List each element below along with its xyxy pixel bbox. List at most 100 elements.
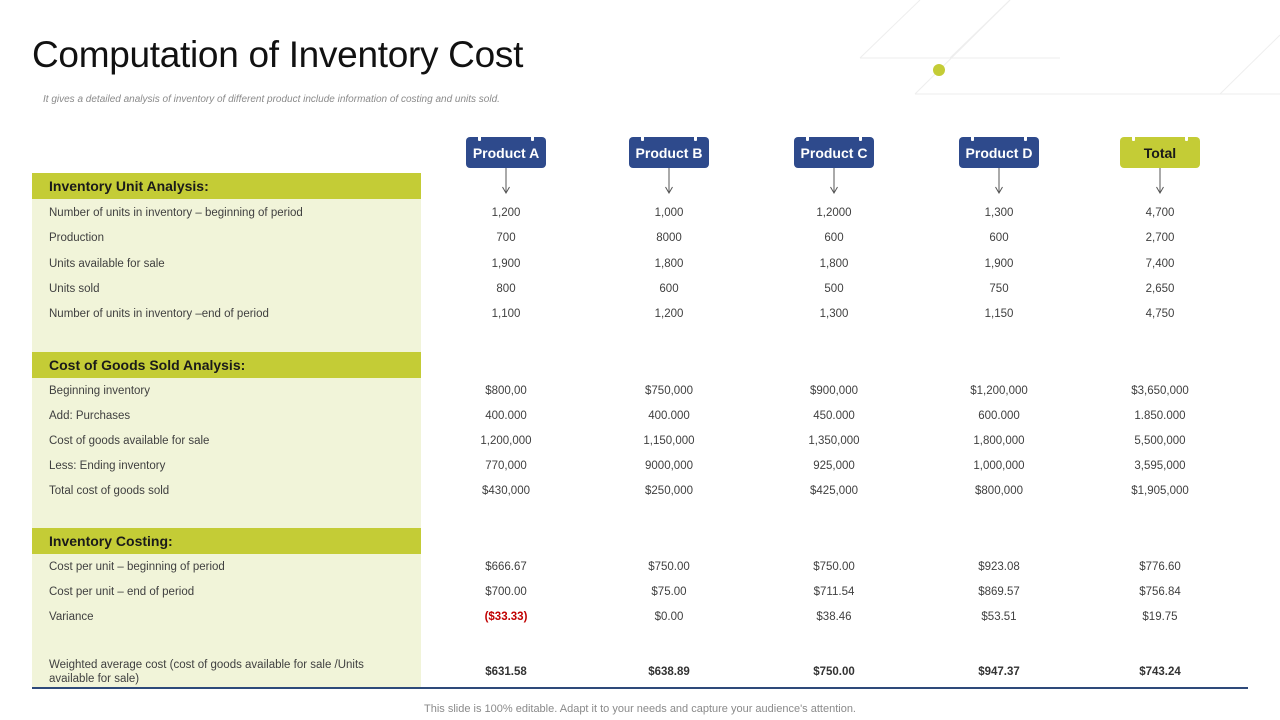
table-cell: 450.000: [813, 410, 855, 422]
table-cell: $750.00: [813, 666, 855, 678]
tag-pin: [1132, 134, 1135, 141]
row-label: Less: Ending inventory: [49, 460, 166, 472]
section-heading-2: Cost of Goods Sold Analysis:: [32, 352, 421, 378]
table-cell: 1,150,000: [643, 435, 695, 447]
tag-pin: [478, 134, 481, 141]
tag-pin: [1024, 134, 1027, 141]
table-cell: 600: [659, 283, 679, 295]
arrow-down-icon: [502, 168, 510, 194]
row-label: Cost of goods available for sale: [49, 435, 210, 447]
row-label: Weighted average cost (cost of goods ava…: [49, 659, 364, 685]
row-label: Variance: [49, 611, 94, 623]
section-heading-1: Inventory Unit Analysis:: [32, 173, 421, 199]
table-cell: ($33.33): [484, 611, 528, 623]
footer-note: This slide is 100% editable. Adapt it to…: [424, 703, 856, 715]
table-cell: $638.89: [648, 666, 690, 678]
table-cell: $1,905,000: [1131, 485, 1189, 497]
table-cell: $3,650,000: [1131, 385, 1189, 397]
section-heading-text: Inventory Costing:: [49, 533, 173, 549]
column-header-1: Product A: [466, 134, 546, 168]
table-cell: 400.000: [648, 410, 690, 422]
bottom-divider: [32, 687, 1248, 689]
table-cell: 2,650: [1145, 283, 1175, 295]
table-cell: 1,100: [491, 308, 521, 320]
row-label: Total cost of goods sold: [49, 485, 170, 497]
table-cell: $1,200,000: [970, 385, 1028, 397]
table-cell: $700.00: [485, 586, 527, 598]
arrow-down-icon: [995, 168, 1003, 194]
table-cell: $631.58: [485, 666, 527, 678]
tag-pin: [806, 134, 809, 141]
table-cell: 1,300: [819, 308, 849, 320]
table-cell: $900,000: [810, 385, 858, 397]
table-cell: 1,300: [984, 207, 1014, 219]
table-cell: 1,200: [654, 308, 684, 320]
table-cell: $800,00: [485, 385, 527, 397]
table-cell: $923.08: [978, 561, 1020, 573]
row-label: Units sold: [49, 283, 100, 295]
table-cell: 1,200,000: [480, 435, 532, 447]
table-cell: $776.60: [1139, 561, 1181, 573]
row-label: Production: [49, 232, 104, 244]
tag-pin: [531, 134, 534, 141]
table-cell: $800,000: [975, 485, 1023, 497]
table-cell: $53.51: [981, 611, 1017, 623]
table-cell: $711.54: [813, 586, 855, 598]
table-cell: 500: [824, 283, 844, 295]
table-cell: 7,400: [1145, 258, 1175, 270]
table-cell: 4,700: [1145, 207, 1175, 219]
label-panel: [32, 173, 421, 689]
table-cell: 1,2000: [816, 207, 852, 219]
row-label: Cost per unit – end of period: [49, 586, 195, 598]
table-cell: 1,000: [654, 207, 684, 219]
table-cell: 1,900: [491, 258, 521, 270]
table-cell: 925,000: [813, 460, 855, 472]
tag-pin: [971, 134, 974, 141]
tag-pin: [859, 134, 862, 141]
table-cell: 750: [989, 283, 1009, 295]
table-cell: 3,595,000: [1134, 460, 1186, 472]
table-cell: 1,000,000: [973, 460, 1025, 472]
table-cell: 1,800: [819, 258, 849, 270]
row-label: Add: Purchases: [49, 410, 131, 422]
table-cell: 770,000: [485, 460, 527, 472]
arrow-down-icon: [1156, 168, 1164, 194]
section-heading-text: Inventory Unit Analysis:: [49, 178, 209, 194]
table-cell: 9000,000: [645, 460, 693, 472]
table-cell: 1,150: [984, 308, 1014, 320]
column-header-3: Product C: [794, 134, 874, 168]
table-cell: $666.67: [485, 561, 527, 573]
table-cell: $743.24: [1139, 666, 1181, 678]
row-label: Number of units in inventory –end of per…: [49, 308, 269, 320]
tag-pin: [641, 134, 644, 141]
table-cell: 600.000: [978, 410, 1020, 422]
table-cell: $425,000: [810, 485, 858, 497]
table-cell: $756.84: [1139, 586, 1181, 598]
table-cell: 1,350,000: [808, 435, 860, 447]
column-header-2: Product B: [629, 134, 709, 168]
row-label: Cost per unit – beginning of period: [49, 561, 225, 573]
arrow-down-icon: [830, 168, 838, 194]
table-cell: 700: [496, 232, 516, 244]
table-cell: $38.46: [816, 611, 852, 623]
tag-pin: [1185, 134, 1188, 141]
row-label: Number of units in inventory – beginning…: [49, 207, 303, 219]
page-title: Computation of Inventory Cost: [32, 34, 524, 75]
table-cell: 8000: [656, 232, 682, 244]
table-cell: 1,800: [654, 258, 684, 270]
table-cell: $19.75: [1142, 611, 1178, 623]
row-label: Beginning inventory: [49, 385, 151, 397]
arrow-down-icon: [665, 168, 673, 194]
table-cell: 800: [496, 283, 516, 295]
decorative-lines: [859, 0, 1280, 95]
table-cell: $947.37: [978, 666, 1020, 678]
table-cell: 1,200: [491, 207, 521, 219]
table-cell: 5,500,000: [1134, 435, 1186, 447]
column-header-5: Total: [1120, 134, 1200, 168]
section-heading-3: Inventory Costing:: [32, 528, 421, 554]
section-heading-text: Cost of Goods Sold Analysis:: [49, 357, 246, 373]
column-header-4: Product D: [959, 134, 1039, 168]
table-cell: 1,800,000: [973, 435, 1025, 447]
table-cell: 1.850.000: [1134, 410, 1186, 422]
table-cell: $0.00: [654, 611, 684, 623]
